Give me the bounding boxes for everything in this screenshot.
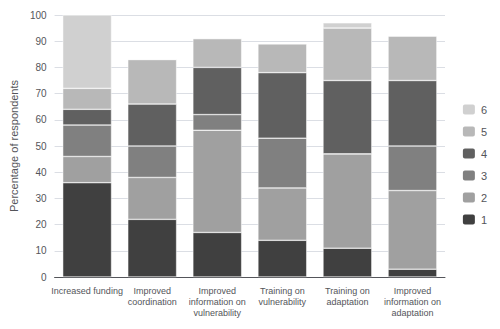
svg-text:Improved: Improved — [198, 286, 236, 296]
svg-text:6: 6 — [481, 104, 487, 116]
svg-text:Training on: Training on — [325, 286, 370, 296]
svg-text:adaptation: adaptation — [391, 308, 433, 318]
svg-text:Training on: Training on — [260, 286, 305, 296]
svg-text:100: 100 — [30, 10, 47, 21]
svg-text:40: 40 — [35, 167, 47, 178]
svg-text:1: 1 — [481, 214, 487, 226]
svg-text:5: 5 — [481, 126, 487, 138]
svg-text:80: 80 — [35, 62, 47, 73]
svg-text:vulnerability: vulnerability — [259, 297, 307, 307]
svg-text:adaptation: adaptation — [326, 297, 368, 307]
svg-text:3: 3 — [481, 170, 487, 182]
svg-text:Improved: Improved — [133, 286, 171, 296]
svg-text:vulnerability: vulnerability — [193, 308, 241, 318]
svg-text:Percentage of respondents: Percentage of respondents — [8, 79, 20, 212]
svg-text:60: 60 — [35, 114, 47, 125]
svg-text:information on: information on — [189, 297, 246, 307]
svg-text:90: 90 — [35, 36, 47, 47]
svg-text:10: 10 — [35, 245, 47, 256]
svg-text:50: 50 — [35, 141, 47, 152]
svg-text:2: 2 — [481, 192, 487, 204]
svg-text:4: 4 — [481, 148, 487, 160]
svg-text:20: 20 — [35, 219, 47, 230]
svg-text:information on: information on — [384, 297, 441, 307]
svg-text:0: 0 — [41, 272, 47, 283]
svg-text:30: 30 — [35, 193, 47, 204]
svg-text:Increased funding: Increased funding — [51, 286, 123, 296]
svg-text:Improved: Improved — [394, 286, 432, 296]
svg-text:coordination: coordination — [128, 297, 177, 307]
svg-text:70: 70 — [35, 88, 47, 99]
